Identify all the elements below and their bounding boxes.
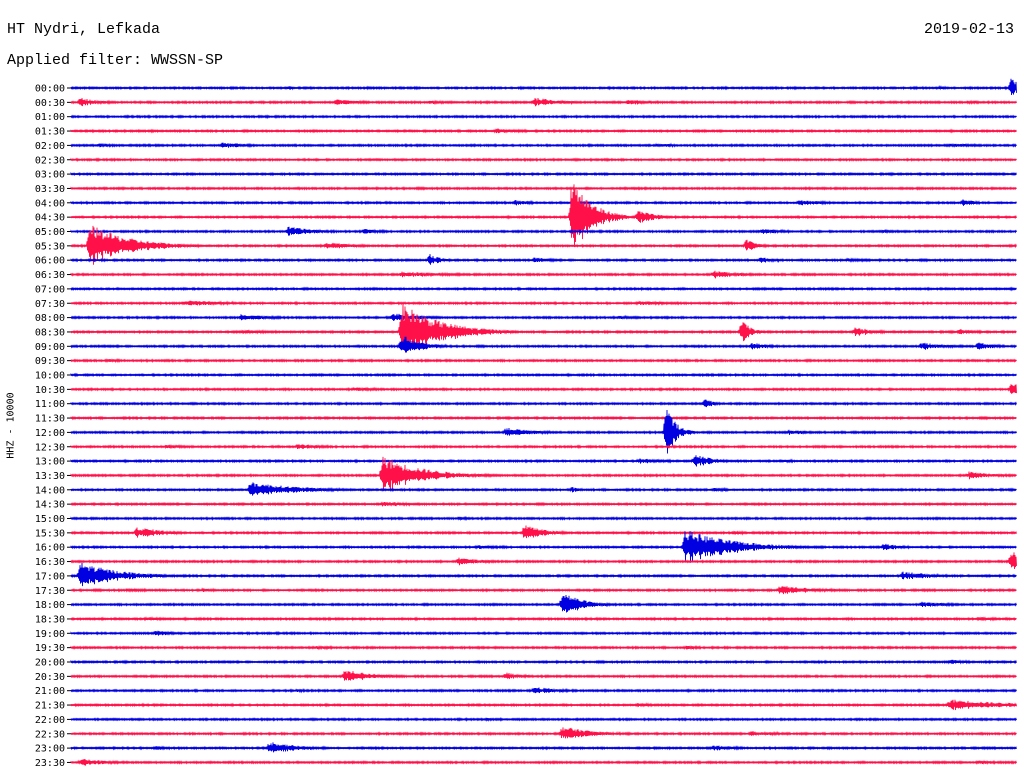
row-time-label: 11:30 <box>35 414 65 425</box>
row-time-label: 23:00 <box>35 744 65 755</box>
row-time-label: 21:30 <box>35 701 65 712</box>
seismic-trace <box>70 78 1017 95</box>
record-date: 2019-02-13 <box>923 21 1014 38</box>
row-time-label: 00:00 <box>35 84 65 95</box>
row-time-label: 16:00 <box>35 543 65 554</box>
seismic-trace <box>70 562 1017 587</box>
row-time-label: 18:30 <box>35 614 65 625</box>
seismic-trace <box>70 336 1017 353</box>
row-time-label: 07:00 <box>35 284 65 295</box>
row-time-label: 06:00 <box>35 256 65 267</box>
row-time-label: 22:30 <box>35 729 65 740</box>
row-time-label: 13:30 <box>35 471 65 482</box>
row-time-label: 17:00 <box>35 571 65 582</box>
row-time-label: 14:30 <box>35 500 65 511</box>
row-time-label: 10:00 <box>35 371 65 382</box>
row-time-label: 02:30 <box>35 155 65 166</box>
row-time-label: 04:30 <box>35 213 65 224</box>
row-time-label: 15:30 <box>35 528 65 539</box>
seismic-trace <box>70 594 1017 613</box>
row-time-label: 20:30 <box>35 672 65 683</box>
row-time-label: 09:00 <box>35 342 65 353</box>
seismic-trace <box>70 552 1017 569</box>
row-time-label: 13:00 <box>35 457 65 468</box>
row-time-label: 22:00 <box>35 715 65 726</box>
row-time-label: 11:00 <box>35 399 65 410</box>
row-time-label: 05:00 <box>35 227 65 238</box>
row-time-label: 02:00 <box>35 141 65 152</box>
row-time-label: 19:30 <box>35 643 65 654</box>
row-time-label: 00:30 <box>35 98 65 109</box>
row-time-label: 03:00 <box>35 170 65 181</box>
row-time-label: 18:00 <box>35 600 65 611</box>
row-time-label: 12:00 <box>35 428 65 439</box>
filter-label: Applied filter: WWSSN-SP <box>7 52 224 69</box>
row-time-label: 08:30 <box>35 327 65 338</box>
row-time-label: 14:00 <box>35 485 65 496</box>
station-title: HT Nydri, Lefkada <box>7 21 161 38</box>
row-time-label: 01:00 <box>35 112 65 123</box>
row-time-label: 05:30 <box>35 241 65 252</box>
row-time-label: 23:30 <box>35 758 65 769</box>
seismic-trace <box>70 525 1017 539</box>
row-time-label: 17:30 <box>35 586 65 597</box>
row-time-label: 10:30 <box>35 385 65 396</box>
row-time-label: 06:30 <box>35 270 65 281</box>
row-time-label: 15:00 <box>35 514 65 525</box>
row-time-label: 16:30 <box>35 557 65 568</box>
row-time-label: 12:30 <box>35 442 65 453</box>
row-time-label: 09:30 <box>35 356 65 367</box>
row-time-label: 20:00 <box>35 658 65 669</box>
row-time-label: 08:00 <box>35 313 65 324</box>
row-time-label: 04:00 <box>35 198 65 209</box>
row-time-label: 01:30 <box>35 127 65 138</box>
row-time-label: 19:00 <box>35 629 65 640</box>
seismic-trace <box>70 184 1017 248</box>
row-time-label: 21:00 <box>35 686 65 697</box>
seismic-trace <box>70 727 1017 739</box>
row-time-label: 03:30 <box>35 184 65 195</box>
row-time-label: 07:30 <box>35 299 65 310</box>
